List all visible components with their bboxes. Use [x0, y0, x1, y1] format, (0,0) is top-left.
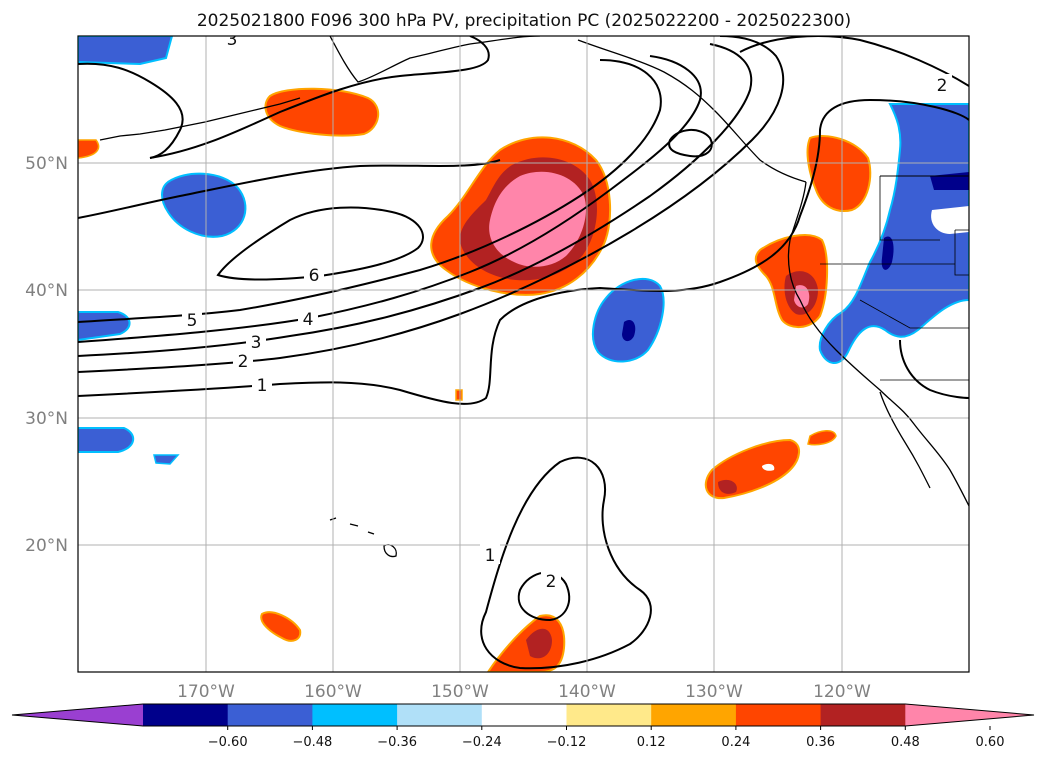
island-hawaii-2	[349, 523, 359, 527]
colorbar-tick-label: −0.60	[208, 735, 248, 750]
neg-region-topleft	[78, 36, 174, 66]
colorbar-segment	[397, 704, 483, 726]
pos-region-hawaii-w	[260, 611, 302, 642]
lon-label-170w: 170°W	[177, 682, 235, 702]
neg-hole-coast	[931, 206, 969, 234]
contour-2	[78, 36, 785, 373]
contour-label-4: 4	[303, 310, 314, 330]
contour-labels: 6 5 4 3 2 1 1 2 2 3	[182, 30, 952, 592]
colorbar-segment	[651, 704, 737, 726]
contour-label-south-1: 1	[485, 546, 496, 566]
colorbar-tick-label: 0.60	[976, 735, 1005, 750]
contour-label-top-3: 3	[227, 30, 238, 50]
colorbar-segment	[143, 704, 229, 726]
contour-north-2	[149, 36, 490, 159]
pv-contours	[78, 36, 969, 670]
contour-label-3: 3	[251, 333, 262, 353]
colorbar-segment	[566, 704, 652, 726]
neg-region-west	[161, 172, 247, 238]
contour-label-6: 6	[309, 266, 320, 286]
colorbar-tick-label: −0.24	[462, 735, 502, 750]
colorbar-tick-label: 0.36	[806, 735, 835, 750]
contour-label-1: 1	[257, 376, 268, 396]
contour-top-2	[739, 36, 969, 87]
coast-alaska-panhandle	[577, 39, 807, 183]
contour-4	[78, 55, 702, 343]
pos-strong-sub	[718, 479, 737, 494]
island-hawaii-3	[367, 531, 375, 535]
pos-region-small-east	[807, 430, 837, 446]
neg-core-central	[622, 319, 636, 342]
pos-max-calif	[794, 285, 810, 308]
lat-labels: 20°N 30°N 40°N 50°N	[25, 154, 68, 556]
aleutian-chain	[99, 97, 301, 141]
colorbar-segment	[312, 704, 398, 726]
lat-label-40n: 40°N	[25, 281, 68, 301]
neg-core-coast-b	[881, 236, 894, 270]
contour-label-ne-2: 2	[937, 76, 948, 96]
colorbar-segment	[227, 704, 313, 726]
colorbar: −0.60 −0.48 −0.36 −0.24 −0.12 0.12 0.24 0.36 0.4…	[11, 703, 1035, 750]
lon-label-150w: 150°W	[431, 682, 489, 702]
contour-top-left	[78, 62, 184, 159]
colorbar-tick-label: 0.24	[721, 735, 750, 750]
neg-region-edge-28n	[78, 427, 134, 453]
contour-label-south-2: 2	[546, 572, 557, 592]
gridlines	[78, 36, 969, 672]
lat-label-20n: 20°N	[25, 536, 68, 556]
pos-max-main	[489, 171, 586, 267]
lon-label-120w: 120°W	[813, 682, 871, 702]
colorbar-tick-label: −0.48	[292, 735, 332, 750]
chart-title: 2025021800 F096 300 hPa PV, precipitatio…	[197, 11, 851, 31]
lon-label-130w: 130°W	[685, 682, 743, 702]
contour-label-5: 5	[187, 311, 198, 331]
contour-south-1	[480, 456, 652, 670]
coastlines	[99, 36, 969, 558]
colorbar-tick-label: 0.48	[891, 735, 920, 750]
neg-region-small	[153, 454, 180, 465]
contour-1	[78, 98, 969, 405]
pos-hole-sub	[762, 463, 775, 471]
contour-loop-small	[668, 129, 713, 158]
contour-label-2: 2	[238, 352, 249, 372]
lon-labels: 170°W 160°W 150°W 140°W 130°W 120°W	[177, 682, 871, 702]
colorbar-tick-label: −0.36	[377, 735, 417, 750]
contour-5	[78, 59, 662, 323]
pos-strong-south	[526, 628, 552, 659]
colorbar-tick-label: 0.12	[637, 735, 666, 750]
colorbar-extend-high	[905, 704, 1034, 726]
lat-label-50n: 50°N	[25, 154, 68, 174]
colorbar-outline	[11, 703, 1035, 727]
border-state-d	[859, 299, 969, 329]
coast-alaska	[329, 36, 541, 83]
coast-westcoast	[787, 181, 969, 507]
colorbar-segment	[735, 704, 822, 726]
border-state-a	[879, 176, 940, 241]
colorbar-extend-low	[12, 704, 143, 726]
colorbar-tick-label: −0.12	[547, 735, 587, 750]
contour-se	[899, 339, 969, 399]
lon-label-160w: 160°W	[304, 682, 362, 702]
contour-north-edge	[78, 159, 501, 219]
pos-region-tiny	[455, 389, 463, 401]
lon-label-140w: 140°W	[558, 682, 616, 702]
colorbar-segment	[820, 704, 906, 726]
lat-label-30n: 30°N	[25, 409, 68, 429]
border-state-c	[954, 229, 969, 276]
coast-baja	[879, 391, 931, 489]
contour-6	[216, 206, 424, 281]
map-frame	[77, 35, 970, 673]
colorbar-segment	[481, 704, 567, 726]
